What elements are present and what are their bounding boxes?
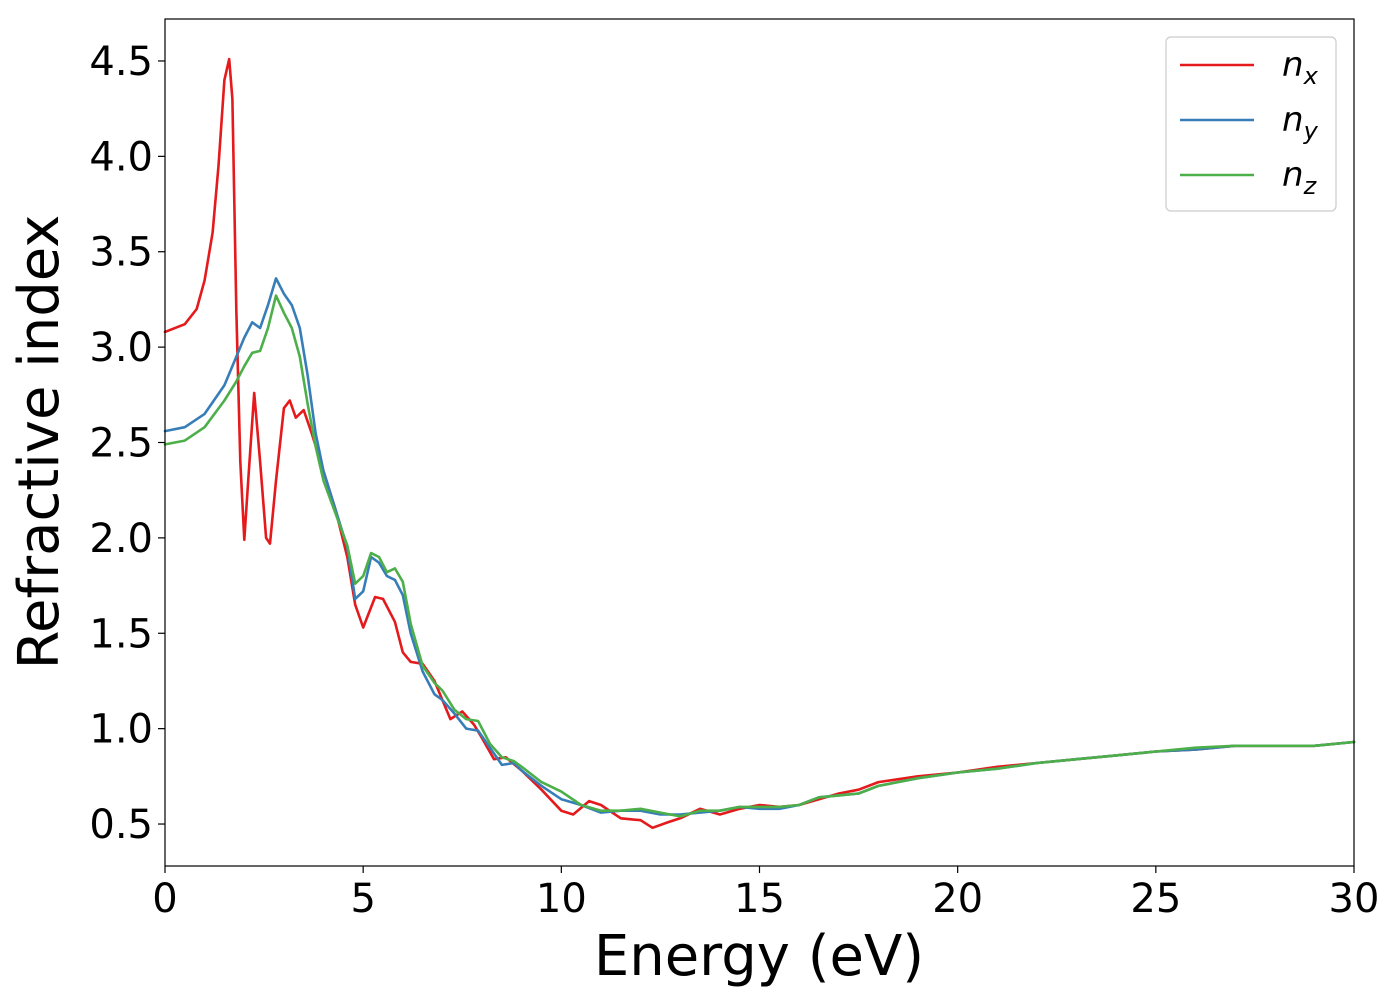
x-tick-label: 25: [1130, 876, 1181, 922]
x-axis-title: Energy (eV): [594, 924, 924, 989]
y-tick-label: 1.5: [89, 611, 153, 657]
legend-label-y: ny: [1282, 100, 1319, 145]
legend-label-main: n: [1282, 45, 1304, 85]
x-tick-label: 5: [350, 876, 375, 922]
y-axis: 0.5 1.0 1.5 2.0 2.5 3.0 3.5 4.0 4.5: [89, 39, 165, 848]
y-tick-label: 4.5: [89, 39, 153, 85]
x-tick-label: 30: [1329, 876, 1380, 922]
series-line-n-z: [163, 294, 1356, 818]
y-tick-label: 2.0: [89, 516, 153, 562]
series-line-n-x: [163, 57, 1356, 830]
legend-label-subscript: x: [1303, 62, 1319, 90]
y-tick-label: 0.5: [89, 802, 153, 848]
legend-label-subscript: y: [1303, 117, 1319, 145]
y-axis-title: Refractive index: [7, 215, 72, 670]
legend-label-z: nz: [1282, 155, 1318, 200]
x-axis: 0 5 10 15 20 25 30: [152, 866, 1379, 922]
x-tick-label: 20: [932, 876, 983, 922]
legend-label-main: n: [1282, 100, 1304, 140]
y-tick-label: 3.5: [89, 230, 153, 276]
y-tick-label: 2.5: [89, 421, 153, 467]
legend-label-main: n: [1282, 155, 1304, 195]
legend-label-x: nx: [1282, 45, 1319, 90]
plot-area: [165, 19, 1354, 866]
series-layer: [163, 57, 1356, 830]
x-tick-label: 15: [734, 876, 785, 922]
legend-box: [1165, 36, 1337, 212]
legend-label-subscript: z: [1303, 172, 1318, 200]
x-tick-label: 10: [536, 876, 587, 922]
y-tick-label: 1.0: [89, 707, 153, 753]
y-tick-label: 3.0: [89, 325, 153, 371]
x-tick-label: 0: [152, 876, 177, 922]
y-tick-label: 4.0: [89, 134, 153, 180]
